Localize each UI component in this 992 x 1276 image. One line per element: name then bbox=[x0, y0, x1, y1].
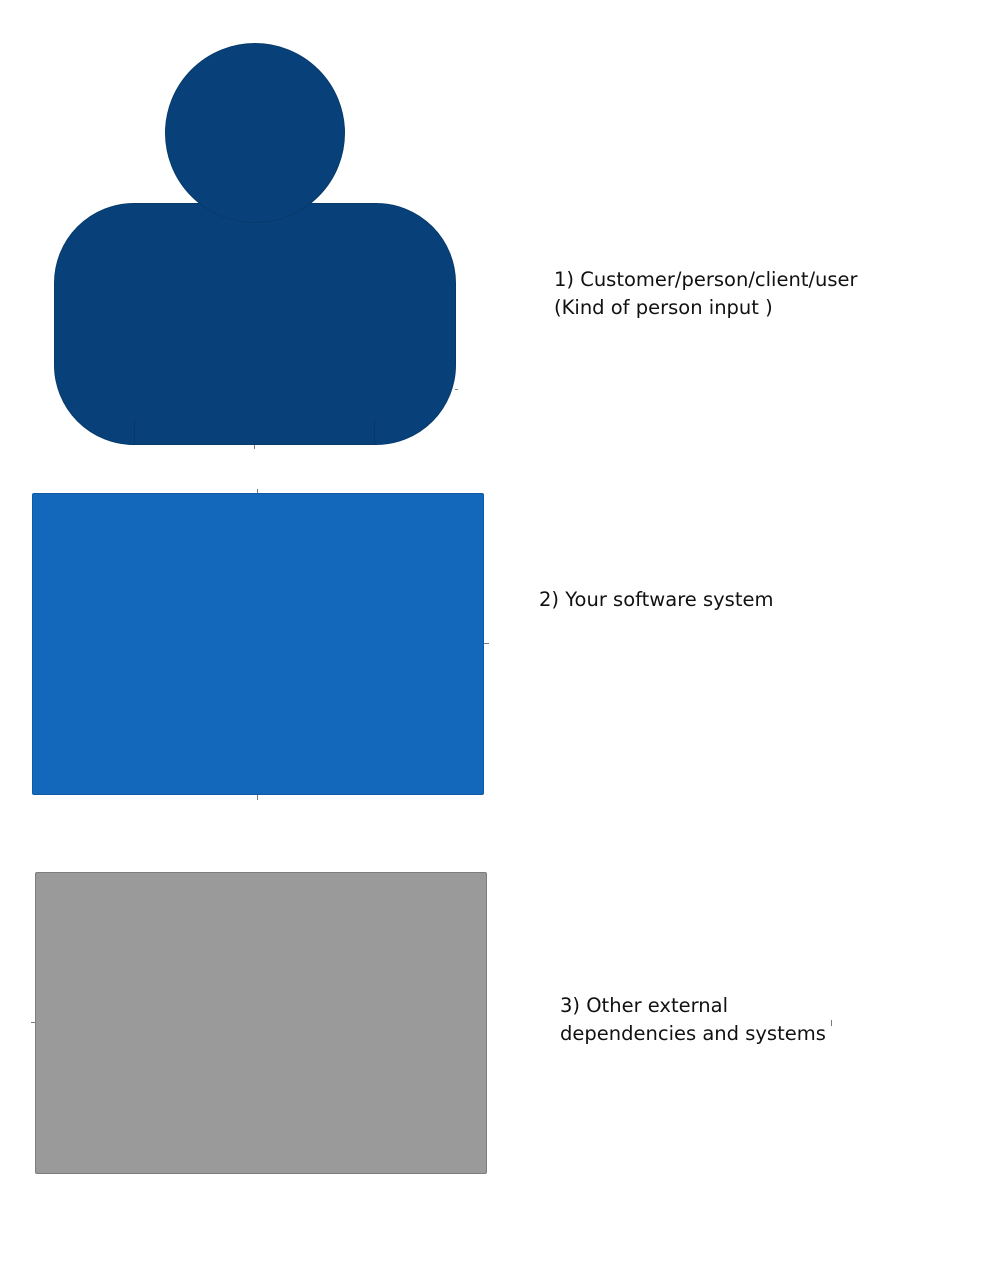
external-system-label: 3) Other external dependencies and syste… bbox=[560, 992, 826, 1048]
person-label-line2: (Kind of person input ) bbox=[554, 296, 773, 319]
software-system-label: 2) Your software system bbox=[539, 586, 773, 614]
person-body-seam-left bbox=[134, 420, 135, 444]
person-head-icon bbox=[165, 43, 345, 223]
person-label-line1: 1) Customer/person/client/user bbox=[554, 268, 858, 291]
person-connector-tick bbox=[254, 444, 255, 449]
person-edge-tick bbox=[455, 389, 458, 390]
external-system-label-line1: 3) Other external bbox=[560, 994, 729, 1017]
person-label: 1) Customer/person/client/user (Kind of … bbox=[554, 266, 858, 322]
software-system-label-text: 2) Your software system bbox=[539, 588, 774, 611]
system-bottom-tick bbox=[257, 795, 258, 800]
external-system-label-line2: dependencies and systems bbox=[560, 1022, 826, 1045]
external-left-tick bbox=[31, 1022, 35, 1023]
system-right-tick bbox=[484, 643, 489, 644]
external-system-box bbox=[35, 872, 487, 1174]
software-system-box bbox=[32, 493, 484, 795]
external-right-tick bbox=[831, 1020, 832, 1026]
person-body-icon bbox=[54, 203, 456, 445]
system-top-tick bbox=[257, 489, 258, 493]
person-body-seam-right bbox=[374, 420, 375, 444]
